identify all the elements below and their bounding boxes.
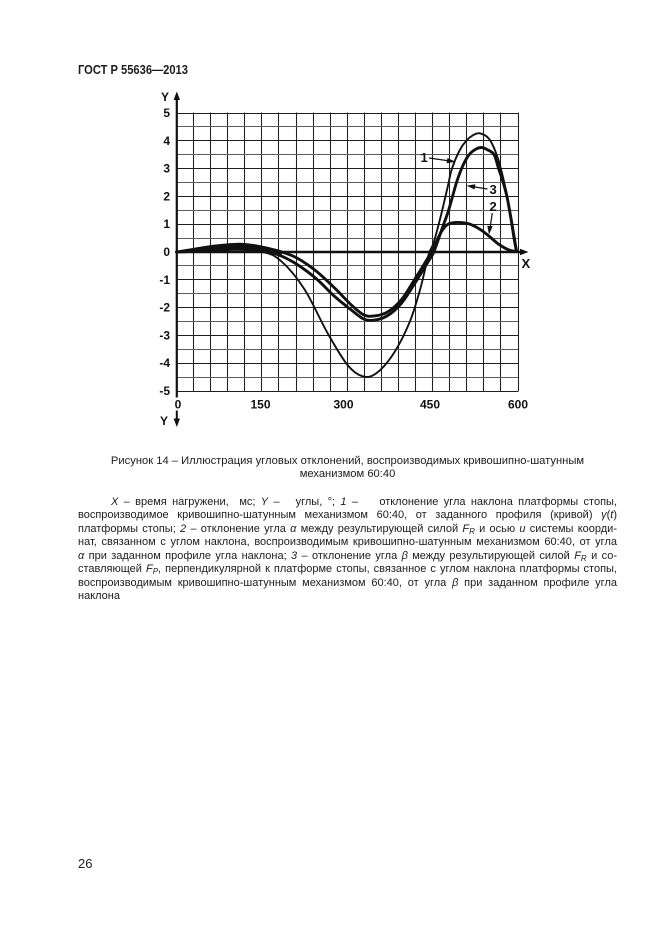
svg-text:Y: Y [160, 414, 168, 428]
svg-text:Y: Y [161, 90, 169, 104]
svg-text:450: 450 [420, 398, 440, 412]
svg-text:-5: -5 [159, 384, 170, 398]
svg-text:150: 150 [250, 398, 270, 412]
svg-text:0: 0 [175, 398, 182, 412]
svg-text:600: 600 [508, 398, 528, 412]
svg-text:2: 2 [163, 189, 170, 203]
svg-text:3: 3 [490, 182, 497, 197]
svg-text:5: 5 [163, 106, 170, 120]
svg-text:300: 300 [333, 398, 353, 412]
svg-text:X: X [522, 256, 531, 271]
svg-text:0: 0 [163, 245, 170, 259]
svg-text:-3: -3 [159, 328, 170, 342]
svg-text:2: 2 [490, 199, 497, 214]
svg-text:4: 4 [163, 134, 170, 148]
svg-text:1: 1 [421, 150, 428, 165]
svg-text:-4: -4 [159, 356, 170, 370]
svg-text:1: 1 [163, 217, 170, 231]
svg-text:3: 3 [163, 162, 170, 176]
svg-text:-2: -2 [159, 301, 170, 315]
svg-text:-1: -1 [159, 273, 170, 287]
